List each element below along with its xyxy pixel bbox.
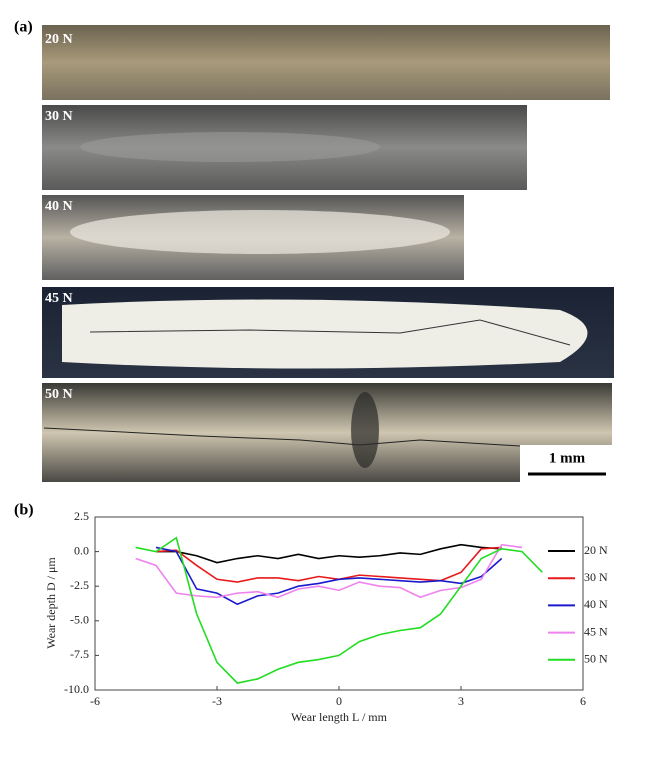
image-label: 40 N [45,199,73,214]
panel-label: (a) [14,19,33,36]
wear-track [80,132,380,162]
data-line [135,536,543,684]
image-label: 30 N [45,109,73,124]
x-tick-label: -3 [212,694,222,708]
y-tick-label: -5.0 [70,613,89,627]
y-tick-label: -7.5 [70,647,89,661]
data-line [156,543,502,564]
y-axis-label: Wear depth D / μm [44,557,58,649]
wear-track [62,299,588,369]
crack [89,319,571,346]
legend-label: 45 N [584,624,608,638]
panel-label: (b) [14,502,34,519]
data-line [155,546,502,583]
y-tick-label: -2.5 [70,578,89,592]
defect [351,392,379,468]
y-tick-label: 2.5 [74,509,89,523]
data-line [135,543,523,599]
image-label: 20 N [45,32,73,47]
legend-label: 40 N [584,597,608,611]
x-tick-label: 0 [336,694,342,708]
legend-label: 30 N [584,570,608,584]
y-tick-label: -10.0 [64,682,89,696]
crack [43,427,521,447]
wear-track [70,210,450,254]
x-axis-label: Wear length L / mm [291,710,388,724]
image-label: 50 N [45,387,73,402]
legend-label: 20 N [584,543,608,557]
scale-bar-box [520,445,612,482]
image-label: 45 N [45,291,73,306]
data-line [155,546,503,606]
x-tick-label: 3 [458,694,464,708]
y-tick-label: 0.0 [74,543,89,557]
x-tick-label: 6 [580,694,586,708]
legend-label: 50 N [584,652,608,666]
x-tick-label: -6 [90,694,100,708]
micrograph [42,25,610,100]
scale-bar-label: 1 mm [549,450,586,466]
